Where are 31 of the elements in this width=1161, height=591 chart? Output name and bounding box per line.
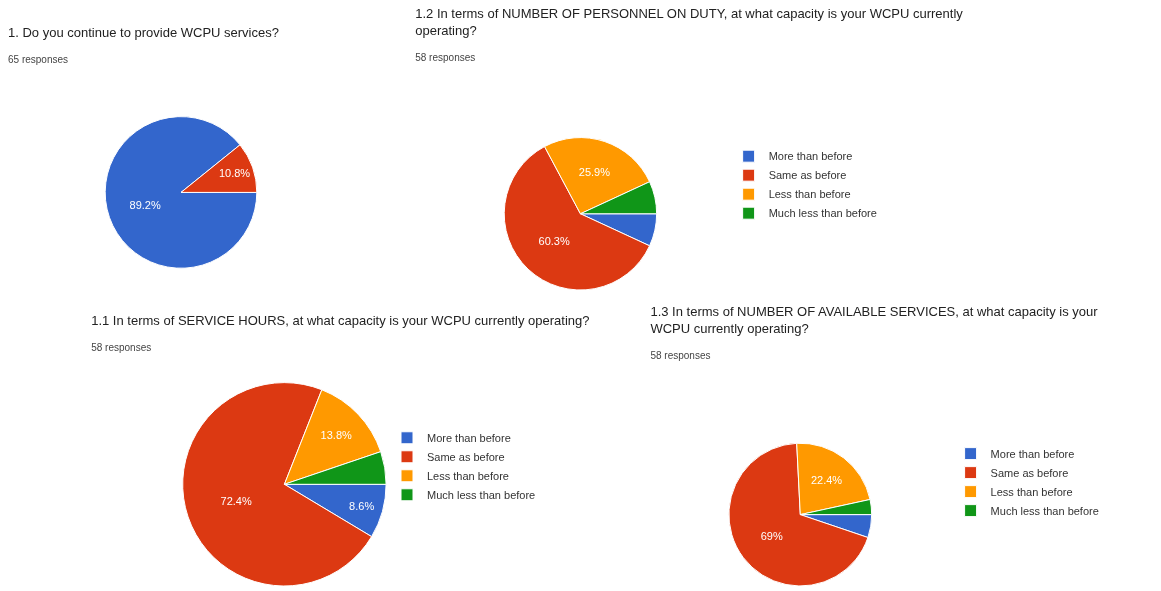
legend-label: Same as before bbox=[427, 451, 505, 464]
legend-label: More than before bbox=[990, 447, 1075, 460]
legend-label: Less than before bbox=[990, 485, 1073, 498]
legend-label: More than before bbox=[427, 432, 511, 445]
chart-subtitle: 58 responses bbox=[415, 51, 476, 63]
pie-slice bbox=[728, 442, 869, 587]
chart-title: 1.2 In terms of NUMBER OF PERSONNEL ON DUTY, at what capacity is your WCPU currently operating? bbox=[415, 6, 964, 38]
data-label: 8.6% bbox=[349, 499, 375, 512]
chart-title: 1.1 In terms of SERVICE HOURS, at what capacity is your WCPU currently operating? bbox=[91, 313, 590, 329]
data-label: 13.8% bbox=[320, 428, 352, 441]
data-label: 72.4% bbox=[220, 494, 252, 507]
chart-subtitle: 58 responses bbox=[91, 342, 152, 354]
data-label: 60.3% bbox=[538, 235, 570, 248]
chart-title: 1.3 In terms of NUMBER OF AVAILABLE SERVICES, at what capacity is your WCPU currently operating? bbox=[650, 304, 1099, 336]
legend-label: Much less than before bbox=[768, 207, 877, 220]
data-label: 25.9% bbox=[578, 165, 611, 178]
data-label: 89.2% bbox=[129, 199, 161, 212]
data-label: 69% bbox=[760, 530, 783, 543]
legend-label: Same as before bbox=[990, 466, 1069, 479]
legend-label: Much less than before bbox=[990, 504, 1099, 517]
legend-label: Less than before bbox=[427, 470, 509, 483]
data-label: 10.8% bbox=[218, 167, 251, 180]
chart-title: 1. Do you continue to provide WCPU services? bbox=[8, 25, 279, 41]
legend-label: Same as before bbox=[768, 169, 847, 182]
legend-label: Less than before bbox=[768, 188, 851, 201]
chart-subtitle: 58 responses bbox=[650, 349, 711, 361]
legend-label: More than before bbox=[768, 150, 853, 163]
chart-subtitle: 65 responses bbox=[8, 54, 69, 66]
pie-slice bbox=[104, 116, 258, 269]
data-label: 22.4% bbox=[810, 474, 843, 487]
legend-label: Much less than before bbox=[427, 489, 536, 502]
